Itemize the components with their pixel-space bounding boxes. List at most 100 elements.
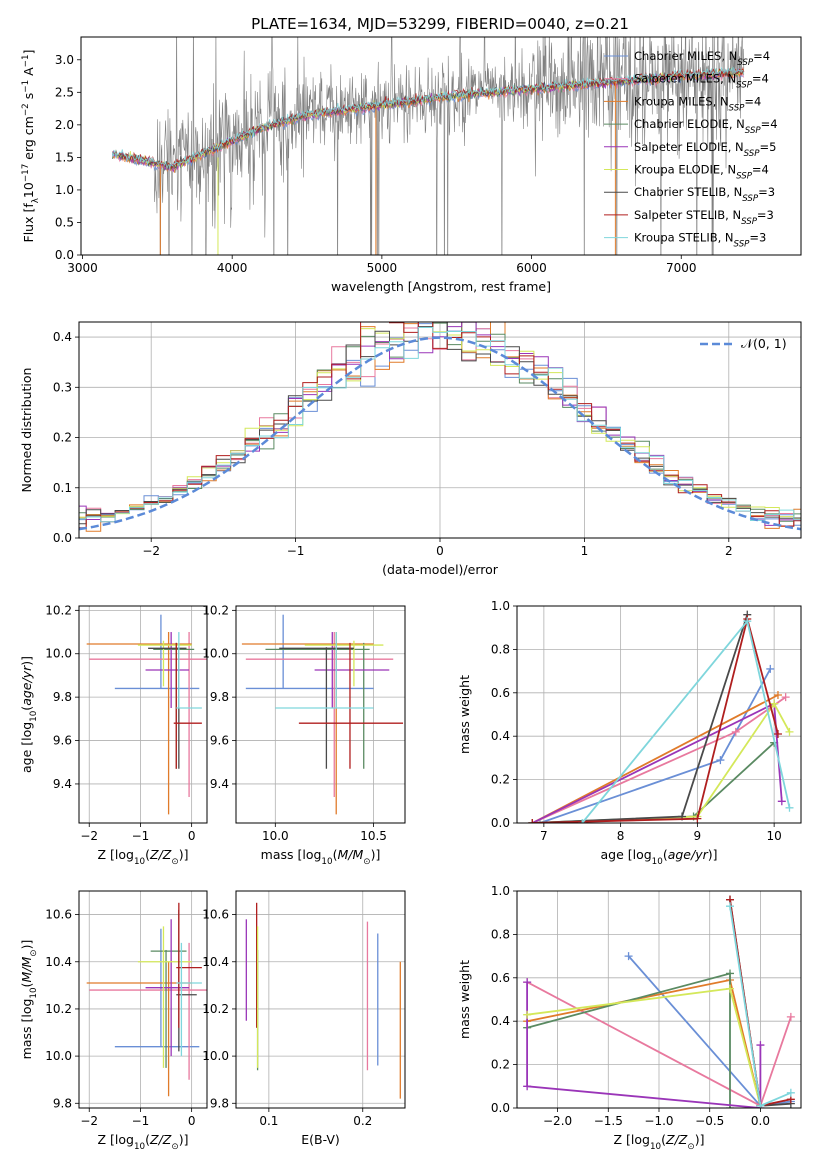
y-tick-label: 0.0 — [55, 248, 74, 262]
weight-marker-0 — [716, 756, 725, 765]
panel-age_vs_mass: 10.0 10.5 9.4 9.6 9.8 10.0 10.2 mass [log10(M/M… — [202, 603, 406, 867]
y-tick-label: 9.8 — [53, 1096, 72, 1110]
x-tick-label: 0 — [188, 829, 196, 843]
y-tick-label: 9.6 — [53, 734, 72, 748]
y-tick-label: 2.0 — [55, 118, 74, 132]
y-tick-label: 0.3 — [53, 380, 72, 394]
x-tick-label: 0 — [436, 544, 444, 558]
x-tick-label: 0.0 — [751, 1114, 770, 1128]
axes-frame — [78, 890, 208, 1109]
x-tick-label: 0.2 — [353, 1114, 372, 1128]
age_vs_Z-plot — [86, 614, 207, 815]
y-tick-label: 0.0 — [53, 531, 72, 545]
y-tick-label: 0.1 — [53, 481, 72, 495]
residual-histogram-8 — [79, 327, 801, 523]
y-tick-label: 10.6 — [45, 908, 72, 922]
weight-marker-8 — [786, 1088, 795, 1097]
weight-marker-2 — [773, 690, 782, 699]
x-tick-label: 6000 — [516, 261, 547, 275]
weight-marker-0 — [766, 664, 775, 673]
x-axis-label: Z [log10(Z/Z⊙)] — [98, 1132, 189, 1152]
x-tick-label: −1.0 — [644, 1114, 673, 1128]
x-axis-label: age [log10(age/yr)] — [600, 847, 717, 867]
y-tick-label: 0.6 — [491, 686, 510, 700]
y-tick-label: 0.0 — [491, 1101, 510, 1115]
panel-massweight_vs_Z: −2.0 −1.5 −1.0 −0.5 0.0 0.0 0.2 0.4 0.6 0.8 1.0 Z [… — [457, 884, 802, 1152]
residuals-plot — [79, 322, 801, 532]
panel-mass_vs_EBV: 0.1 0.2 9.8 10.0 10.2 10.4 10.6 E(B-V) — [202, 890, 406, 1147]
weight-marker-3 — [726, 969, 734, 978]
weight-marker-7 — [528, 819, 537, 823]
y-tick-label: 0.8 — [491, 642, 510, 656]
x-tick-label: 9 — [694, 829, 702, 843]
x-axis-label: Z [log10(Z/Z⊙)] — [614, 1132, 705, 1152]
y-tick-label: 9.4 — [53, 777, 72, 791]
x-tick-label: 0.1 — [259, 1114, 278, 1128]
y-tick-label: 9.4 — [210, 777, 229, 791]
weight-marker-8 — [785, 803, 794, 812]
x-axis-label: E(B-V) — [301, 1132, 340, 1147]
x-tick-label: 3000 — [67, 261, 98, 275]
y-tick-label: 10.2 — [202, 603, 229, 617]
weight-marker-4 — [777, 797, 786, 806]
weight-line-8 — [581, 619, 791, 823]
weight-marker-4 — [523, 1082, 532, 1091]
weight-marker-5 — [770, 699, 779, 708]
figure-title: PLATE=1634, MJD=53299, FIBERID=0040, z=0… — [251, 15, 629, 33]
x-tick-label: −1 — [132, 829, 150, 843]
legend-label-3: Chabrier ELODIE, NSSP=4 — [634, 117, 778, 136]
weight-line-2 — [531, 694, 779, 823]
legend-label-2: Kroupa MILES, NSSP=4 — [634, 94, 761, 113]
axes-frame — [80, 36, 802, 256]
y-tick-label: 0.2 — [491, 1058, 510, 1072]
y-axis-label: mass [log10(M/M⊙)] — [19, 940, 39, 1060]
panel-mass_vs_Z: −2 −1 0 9.8 10.0 10.2 10.4 10.6 Z [log10(Z/Z⊙)] m… — [19, 890, 208, 1152]
legend-gaussian-label: 𝒩(0, 1) — [741, 336, 787, 351]
x-tick-label: 10 — [766, 829, 781, 843]
legend-label-8: Kroupa STELIB, NSSP=3 — [634, 231, 766, 250]
x-axis-label: mass [log10(M/M⊙)] — [261, 847, 381, 867]
y-tick-label: 10.0 — [202, 647, 229, 661]
x-tick-label: 0 — [188, 1114, 196, 1128]
x-tick-label: 4000 — [217, 261, 248, 275]
weight-line-7 — [532, 615, 779, 823]
y-tick-label: 9.8 — [53, 690, 72, 704]
y-tick-label: 0.4 — [53, 330, 72, 344]
x-tick-label: −2 — [80, 829, 98, 843]
observed-spectrum — [112, 37, 745, 255]
panel-age_vs_Z: −2 −1 0 9.4 9.6 9.8 10.0 10.2 Z [log10(Z/Z⊙)] age… — [19, 603, 208, 867]
x-tick-label: −2.0 — [543, 1114, 572, 1128]
legend-label-6: Chabrier STELIB, NSSP=3 — [634, 185, 775, 204]
y-tick-label: 0.2 — [53, 431, 72, 445]
y-tick-label: 10.4 — [202, 955, 229, 969]
x-tick-label: −2 — [142, 544, 160, 558]
axes-frame — [78, 605, 208, 824]
x-tick-label: 1 — [581, 544, 589, 558]
y-tick-label: 10.6 — [202, 908, 229, 922]
y-tick-label: 9.6 — [210, 734, 229, 748]
x-tick-label: 10.5 — [360, 829, 387, 843]
legend-label-1: Salpeter MILES, NSSP=4 — [634, 72, 769, 91]
weight-line-0 — [539, 668, 772, 823]
residual-histogram-5 — [79, 322, 801, 519]
weight-marker-0 — [624, 952, 633, 961]
weight-marker-1 — [781, 693, 790, 702]
massweight_vs_Z-plot — [523, 895, 795, 1108]
panel-residuals: 𝒩(0, 1) −2 −1 0 1 2 0.0 0.1 0.2 0.3 0.4 (data-model… — [19, 321, 802, 577]
y-tick-label: 10.0 — [45, 1049, 72, 1063]
y-axis-label: Normed distribution — [19, 368, 34, 493]
age_vs_mass-plot — [241, 614, 404, 815]
x-tick-label: 7000 — [666, 261, 697, 275]
residual-histogram-7 — [79, 322, 801, 529]
x-tick-label: 10.0 — [262, 829, 289, 843]
model-spectrum-8 — [112, 66, 745, 170]
legend-label-5: Kroupa ELODIE, NSSP=4 — [634, 163, 769, 182]
weight-marker-8 — [756, 1101, 765, 1108]
residual-histogram-1 — [79, 322, 801, 521]
y-tick-label: 0.0 — [491, 816, 510, 830]
panel-spectrum: Chabrier MILES, NSSP=4 Salpeter MILES, NS… — [21, 36, 802, 294]
axes-frame — [235, 890, 406, 1109]
x-tick-label: −0.5 — [695, 1114, 724, 1128]
y-tick-label: 10.0 — [202, 1049, 229, 1063]
weight-marker-7 — [693, 814, 702, 823]
